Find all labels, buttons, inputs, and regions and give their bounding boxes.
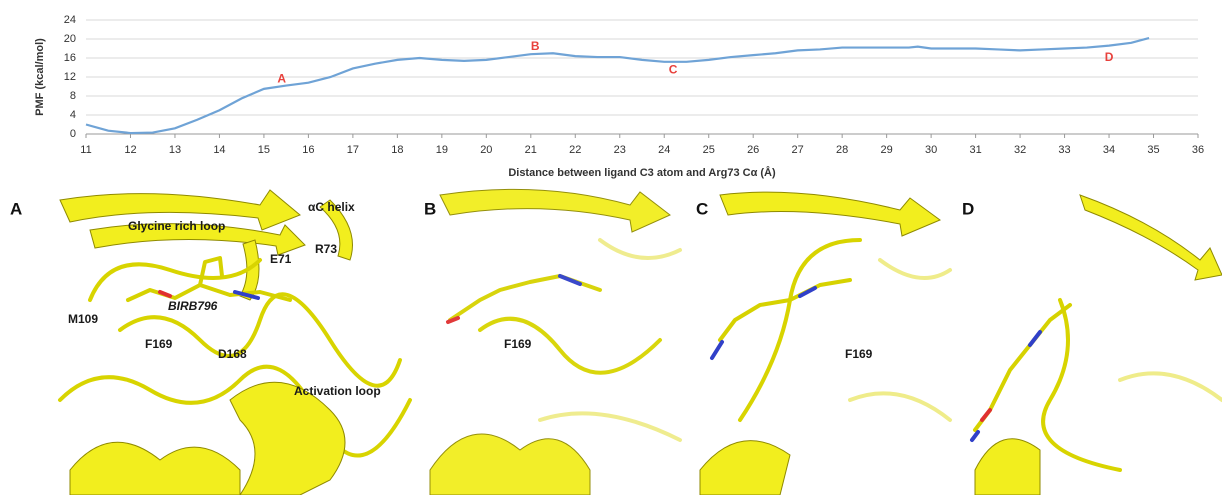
x-tick-label: 34: [1103, 144, 1115, 156]
structure-label: F169: [504, 337, 532, 351]
structure-label: BIRB796: [168, 299, 218, 313]
structure-label: F169: [845, 347, 873, 361]
structure-label: E71: [270, 252, 292, 266]
y-tick-label: 20: [64, 33, 76, 45]
x-tick-label: 30: [925, 144, 937, 156]
y-tick-label: 4: [70, 109, 76, 121]
panel-letter: A: [10, 199, 22, 218]
structure-label: R73: [315, 242, 337, 256]
structure-label: M109: [68, 312, 98, 326]
line-series: [86, 38, 1149, 133]
x-tick-label: 35: [1147, 144, 1159, 156]
structure-label: D168: [218, 347, 247, 361]
x-tick-label: 11: [80, 144, 91, 156]
x-tick-label: 27: [792, 144, 804, 156]
structure-images: [60, 185, 1222, 495]
y-axis-label: PMF (kcal/mol): [34, 38, 46, 116]
x-tick-label: 33: [1058, 144, 1070, 156]
x-tick-label: 21: [525, 144, 537, 156]
x-tick-label: 12: [124, 144, 136, 156]
x-tick-label: 19: [436, 144, 448, 156]
structure-label: F169: [145, 337, 173, 351]
x-tick-label: 18: [391, 144, 403, 156]
x-tick-label: 17: [347, 144, 359, 156]
x-tick-label: 20: [480, 144, 492, 156]
annotation: A: [277, 72, 286, 86]
x-tick-label: 23: [614, 144, 626, 156]
y-tick-label: 12: [64, 71, 76, 83]
x-tick-label: 28: [836, 144, 848, 156]
annotation: B: [531, 39, 540, 53]
panel-letter: B: [424, 199, 436, 218]
x-tick-label: 32: [1014, 144, 1026, 156]
x-tick-label: 13: [169, 144, 181, 156]
annotation: D: [1105, 50, 1114, 64]
figure: 0 4 8 12 16 20 24 11 12 13 14 15 16 17 18 19 20 21 22 23 24 2…: [0, 0, 1222, 495]
x-tick-label: 22: [569, 144, 581, 156]
x-axis-label: Distance between ligand C3 atom and Arg7…: [508, 166, 776, 179]
structure-label: Glycine rich loop: [128, 219, 225, 233]
x-tick-label: 36: [1192, 144, 1204, 156]
x-tick-label: 29: [881, 144, 893, 156]
panel-c-image: [700, 192, 950, 495]
x-tick-label: 25: [703, 144, 715, 156]
x-tick-label: 24: [658, 144, 670, 156]
x-tick-label: 16: [302, 144, 314, 156]
panel-d-image: [972, 195, 1222, 495]
y-tick-label: 8: [70, 90, 76, 102]
panel-letter: D: [962, 199, 974, 218]
x-tick-label: 26: [747, 144, 759, 156]
structure-label: Activation loop: [294, 384, 381, 398]
annotation: C: [669, 63, 678, 77]
x-tick-label: 31: [969, 144, 981, 156]
panel-a-image: [60, 190, 410, 495]
panel-b-image: [430, 189, 680, 495]
plot: 0 4 8 12 16 20 24 11 12 13 14 15 16 17 18 19 20 21 22 23 24 2…: [64, 14, 1204, 156]
y-tick-label: 16: [64, 52, 76, 64]
panel-letter: C: [696, 199, 708, 218]
y-tick-label: 0: [70, 128, 76, 140]
x-tick-label: 14: [213, 144, 225, 156]
structure-label: αC helix: [308, 200, 355, 214]
y-tick-label: 24: [64, 14, 76, 26]
x-tick-label: 15: [258, 144, 270, 156]
